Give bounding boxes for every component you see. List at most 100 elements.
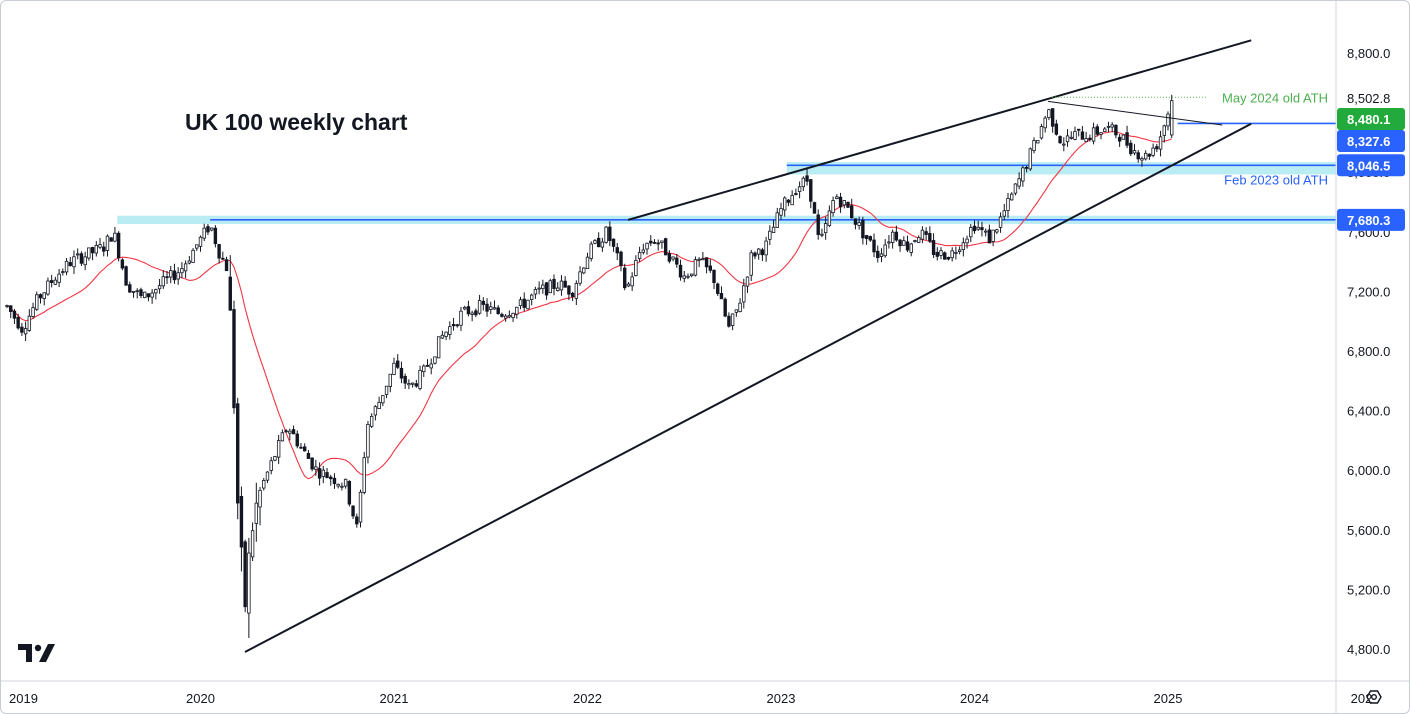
candle-302 <box>1129 140 1133 157</box>
y-tick-label: 6,000.0 <box>1347 463 1390 478</box>
trendline-0 <box>244 122 1252 653</box>
candle-body <box>1099 132 1103 135</box>
candle-232 <box>868 235 873 242</box>
candle-body <box>392 362 396 375</box>
candle-186 <box>697 257 701 268</box>
candle-body <box>1036 139 1040 144</box>
time-axis[interactable]: 2019 2020 2021 2022 2023 2024 2025 202 <box>9 691 1372 706</box>
candle-body <box>325 472 329 479</box>
candle-59 <box>224 256 229 272</box>
candle-body <box>284 430 288 433</box>
candle-body <box>131 290 136 293</box>
candle-285 <box>1065 129 1070 147</box>
candle-body <box>998 216 1003 228</box>
candle-body <box>686 275 690 278</box>
candle-body <box>1136 152 1140 160</box>
price-tag-4: 7,680.3 <box>1337 208 1405 231</box>
candle-248 <box>928 226 932 244</box>
candle-body <box>675 257 679 265</box>
candle-33 <box>128 281 132 293</box>
candle-body <box>969 227 973 238</box>
candle-body <box>340 485 344 488</box>
candle-180 <box>675 254 679 268</box>
candle-body <box>961 242 966 250</box>
candle-body <box>1117 136 1122 142</box>
candle-body <box>582 267 586 274</box>
candle-154 <box>578 266 582 286</box>
candle-69 <box>262 477 266 491</box>
candle-body <box>455 324 459 327</box>
candle-240 <box>898 238 902 252</box>
candle-90 <box>340 482 344 491</box>
candle-body <box>1110 124 1114 128</box>
price-tags: 8,502.8 8,480.1 8,327.6 8,046.5 7,680.3 <box>1337 87 1406 231</box>
x-tick-label: 2024 <box>960 691 989 706</box>
candle-41 <box>157 278 162 294</box>
candle-264 <box>987 224 992 244</box>
candle-body <box>105 235 110 251</box>
candle-115 <box>433 356 437 365</box>
y-tick-label: 6,400.0 <box>1347 404 1390 419</box>
candle-body <box>1084 138 1088 142</box>
x-tick-label: 2022 <box>573 691 602 706</box>
candle-body <box>295 433 299 447</box>
candle-231 <box>864 235 869 245</box>
candle-97 <box>366 420 370 464</box>
candle-93 <box>351 505 355 520</box>
candle-body <box>355 516 359 525</box>
candle-95 <box>358 489 363 528</box>
candle-body <box>463 307 467 310</box>
candle-146 <box>548 278 552 294</box>
candle-160 <box>600 237 605 252</box>
candle-189 <box>708 259 712 273</box>
candle-body <box>142 291 147 299</box>
candle-131 <box>492 300 497 310</box>
candle-body <box>191 249 195 263</box>
candle-175 <box>656 239 660 251</box>
candle-66 <box>250 522 255 562</box>
candle-body <box>1062 143 1066 146</box>
candle-body <box>1114 124 1118 136</box>
candle-257 <box>961 237 966 257</box>
candle-294 <box>1099 132 1103 140</box>
candle-body <box>756 248 761 255</box>
candle-155 <box>582 267 586 275</box>
candle-43 <box>165 270 169 285</box>
candle-156 <box>585 252 590 269</box>
candle-body <box>805 175 809 182</box>
candle-body <box>630 276 634 287</box>
candle-58 <box>221 251 225 260</box>
candle-268 <box>1002 203 1006 221</box>
candle-body <box>321 469 325 477</box>
candle-body <box>470 312 474 315</box>
candle-body <box>236 403 240 504</box>
settings-gear-icon[interactable] <box>1366 690 1382 704</box>
candle-306 <box>1143 150 1148 161</box>
candle-body <box>165 276 169 279</box>
candle-241 <box>902 236 906 246</box>
candle-141 <box>529 293 534 306</box>
candle-body <box>500 313 504 317</box>
candle-245 <box>916 235 921 243</box>
candle-237 <box>887 235 891 249</box>
candle-body <box>362 457 366 493</box>
candle-body <box>269 460 273 471</box>
candle-224 <box>838 192 843 213</box>
candle-244 <box>913 239 917 243</box>
candle-113 <box>425 359 430 367</box>
candle-304 <box>1136 149 1140 163</box>
candle-258 <box>965 235 969 249</box>
candle-body <box>943 252 947 260</box>
candle-body <box>511 312 515 319</box>
candle-251 <box>939 247 943 260</box>
moving-average <box>6 130 1172 480</box>
candle-226 <box>846 201 850 208</box>
candle-140 <box>526 299 530 310</box>
candle-body <box>723 298 727 317</box>
candle-body <box>771 226 776 233</box>
y-tick-label: 5,600.0 <box>1347 523 1390 538</box>
candle-body <box>823 223 828 234</box>
candle-138 <box>518 296 523 310</box>
candle-214 <box>801 176 806 192</box>
